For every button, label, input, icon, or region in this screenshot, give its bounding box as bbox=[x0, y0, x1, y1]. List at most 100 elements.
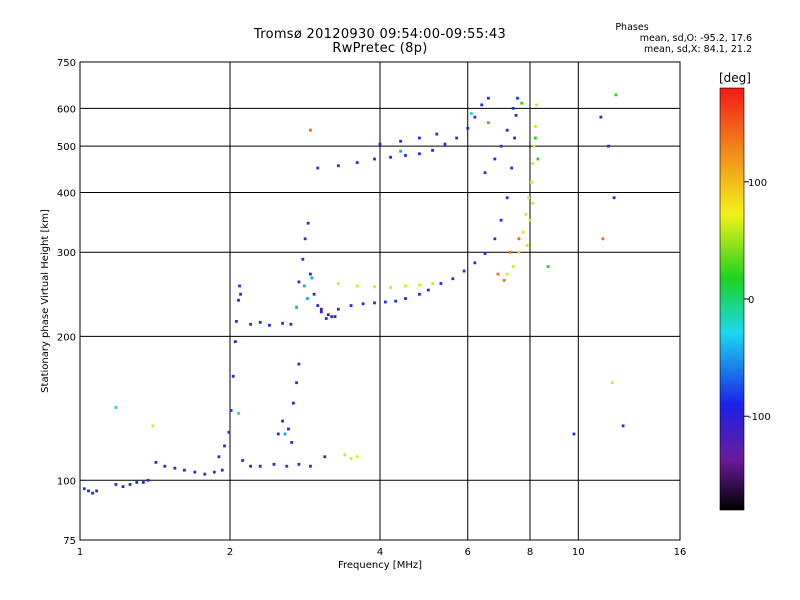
chart-title: Tromsø 20120930 09:54:00-09:55:43 bbox=[253, 27, 507, 42]
data-point bbox=[418, 283, 421, 287]
data-point bbox=[324, 317, 328, 320]
y-tick-label: 500 bbox=[57, 142, 76, 153]
data-point bbox=[343, 453, 347, 457]
data-point bbox=[203, 472, 207, 476]
data-point bbox=[462, 269, 466, 273]
y-axis-label: Stationary phase Virtual Height [km] bbox=[40, 209, 51, 393]
data-point bbox=[297, 462, 301, 466]
data-point bbox=[531, 201, 535, 205]
data-point bbox=[524, 212, 528, 216]
data-point bbox=[502, 278, 506, 282]
data-point bbox=[217, 455, 221, 459]
y-tick-labels: 75 100 200 300 400 500 600 750 bbox=[57, 58, 76, 547]
data-point bbox=[517, 237, 521, 241]
data-point bbox=[516, 96, 519, 100]
data-point bbox=[291, 401, 295, 405]
data-point bbox=[272, 462, 276, 466]
data-point bbox=[373, 157, 376, 161]
data-point bbox=[336, 282, 340, 285]
data-point bbox=[283, 432, 287, 436]
data-point bbox=[114, 406, 118, 409]
data-point bbox=[527, 196, 531, 200]
data-point bbox=[234, 319, 238, 323]
data-point bbox=[289, 322, 293, 326]
data-point bbox=[486, 121, 490, 125]
data-point bbox=[533, 136, 537, 140]
data-point bbox=[281, 321, 284, 325]
data-point bbox=[297, 280, 301, 284]
data-point bbox=[349, 304, 353, 307]
data-point bbox=[241, 459, 245, 462]
data-point bbox=[330, 315, 334, 319]
data-point bbox=[610, 381, 614, 385]
data-point bbox=[505, 128, 509, 132]
data-point bbox=[499, 218, 503, 222]
data-point bbox=[135, 480, 139, 484]
data-point bbox=[521, 231, 525, 234]
x-tick-label: 1 bbox=[77, 547, 83, 558]
data-point bbox=[466, 126, 470, 130]
data-point bbox=[431, 282, 434, 285]
data-point bbox=[319, 307, 323, 311]
y-tick-label: 400 bbox=[57, 188, 76, 199]
data-point bbox=[146, 478, 150, 482]
data-point bbox=[229, 409, 233, 412]
data-point bbox=[227, 430, 231, 434]
data-point bbox=[404, 297, 407, 300]
phases-x-stats: mean, sd,X: 84.1, 21.2 bbox=[643, 44, 752, 55]
data-point bbox=[309, 128, 312, 132]
data-point bbox=[511, 265, 515, 268]
colorbar-ticks: 100 0 -100 bbox=[744, 178, 771, 423]
data-point bbox=[431, 148, 434, 152]
data-point bbox=[355, 455, 359, 459]
data-point bbox=[312, 292, 316, 296]
x-tick-labels: 1 2 4 6 8 10 16 bbox=[77, 547, 687, 558]
data-point bbox=[237, 412, 240, 415]
data-point bbox=[302, 284, 306, 288]
phases-heading: Phases bbox=[615, 22, 649, 33]
data-point bbox=[141, 480, 145, 484]
data-point bbox=[249, 322, 253, 326]
data-point bbox=[373, 301, 376, 305]
data-point bbox=[316, 166, 320, 170]
data-point bbox=[295, 305, 298, 309]
data-point bbox=[309, 464, 312, 468]
data-point bbox=[281, 419, 284, 423]
data-point bbox=[528, 218, 532, 222]
y-tick-label: 600 bbox=[57, 104, 76, 115]
phases-o-stats: mean, sd,O: -95.2, 17.6 bbox=[639, 33, 752, 44]
data-point bbox=[607, 144, 610, 148]
data-point bbox=[505, 196, 509, 200]
data-point bbox=[295, 381, 298, 385]
data-point bbox=[480, 103, 484, 107]
data-point bbox=[531, 162, 535, 165]
data-point bbox=[612, 196, 616, 200]
data-point bbox=[535, 103, 539, 107]
data-point bbox=[621, 424, 625, 428]
data-point bbox=[182, 468, 186, 472]
data-point bbox=[513, 136, 516, 140]
data-point bbox=[290, 441, 294, 444]
data-point bbox=[173, 466, 177, 470]
data-point bbox=[306, 221, 310, 225]
data-point bbox=[238, 284, 241, 288]
data-point bbox=[601, 237, 605, 241]
data-point bbox=[361, 302, 365, 306]
data-point bbox=[399, 139, 403, 143]
x-tick-label: 16 bbox=[674, 547, 687, 558]
data-point bbox=[451, 277, 455, 281]
data-point bbox=[435, 132, 439, 136]
data-point bbox=[231, 374, 235, 378]
data-point bbox=[520, 101, 524, 105]
colorbar bbox=[720, 88, 744, 510]
data-point bbox=[517, 250, 521, 254]
data-point bbox=[355, 161, 359, 164]
data-point bbox=[319, 310, 323, 314]
chart-subtitle: RwPretec (8p) bbox=[332, 41, 428, 56]
data-point bbox=[533, 124, 537, 128]
y-tick-label: 300 bbox=[57, 248, 76, 259]
data-point bbox=[233, 340, 237, 344]
x-tick-label: 2 bbox=[227, 547, 233, 558]
data-point bbox=[525, 244, 529, 247]
data-point bbox=[389, 286, 392, 289]
